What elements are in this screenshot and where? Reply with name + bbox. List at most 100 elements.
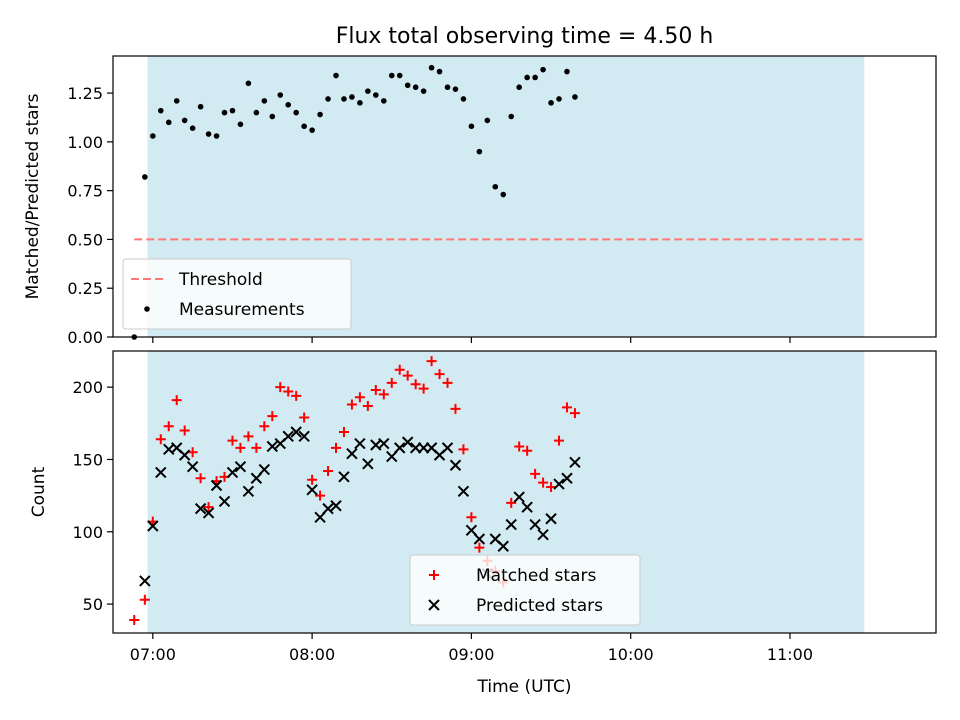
- data-point: [181, 117, 188, 124]
- data-point: [561, 402, 572, 413]
- data-point: [139, 575, 151, 587]
- data-point: [229, 107, 236, 114]
- data-point: [357, 100, 363, 106]
- data-point: [484, 117, 491, 124]
- data-point: [139, 594, 150, 605]
- data-point: [497, 540, 509, 552]
- y-tick-label: 200: [72, 378, 103, 397]
- data-point: [301, 123, 307, 130]
- data-point: [572, 94, 578, 100]
- data-point: [410, 379, 421, 390]
- data-point: [195, 473, 206, 484]
- data-point: [537, 528, 549, 541]
- data-point: [513, 491, 525, 503]
- data-series: [131, 64, 578, 340]
- data-point: [157, 107, 164, 114]
- data-series: [129, 356, 581, 625]
- data-point: [524, 74, 530, 81]
- data-point: [538, 477, 549, 488]
- data-point: [474, 542, 485, 553]
- data-point: [569, 456, 581, 469]
- data-point: [532, 74, 538, 81]
- data-point: [171, 395, 182, 406]
- data-point: [178, 449, 191, 461]
- y-tick-label: 150: [72, 450, 103, 469]
- data-point: [396, 72, 403, 79]
- data-point: [205, 131, 212, 137]
- legend-label: Threshold: [178, 270, 263, 290]
- data-point: [476, 148, 483, 155]
- legend-frame: [409, 554, 641, 626]
- data-point: [540, 66, 546, 73]
- x-tick-label: 08:00: [289, 645, 335, 664]
- data-point: [346, 447, 358, 460]
- data-point: [290, 426, 302, 438]
- data-point: [333, 72, 339, 79]
- data-point: [179, 425, 190, 436]
- data-point: [234, 460, 247, 473]
- data-point: [323, 466, 334, 477]
- data-point: [306, 484, 318, 496]
- data-point: [412, 84, 419, 91]
- data-point: [282, 430, 294, 443]
- data-point: [331, 442, 342, 453]
- data-point: [261, 98, 268, 104]
- y-tick-label: 0.25: [67, 279, 103, 298]
- data-point: [401, 436, 414, 448]
- data-point: [267, 411, 278, 422]
- data-point: [173, 98, 180, 104]
- data-point: [325, 96, 331, 102]
- data-point: [500, 191, 507, 198]
- data-point: [564, 68, 570, 75]
- data-point: [426, 356, 437, 367]
- data-point: [322, 502, 334, 515]
- data-point: [307, 474, 318, 485]
- data-point: [243, 431, 254, 442]
- data-point: [163, 421, 174, 432]
- data-point: [529, 518, 541, 531]
- y-tick-label: 1.25: [67, 84, 103, 103]
- data-point: [277, 92, 284, 98]
- data-point: [251, 442, 262, 453]
- data-point: [444, 84, 451, 91]
- y-tick-label: 0.75: [67, 182, 103, 201]
- data-point: [226, 466, 239, 479]
- data-point: [291, 390, 302, 401]
- data-point: [194, 502, 207, 515]
- x-tick-label: 11:00: [767, 645, 813, 664]
- data-point: [457, 485, 470, 497]
- data-point: [460, 96, 467, 102]
- data-point: [155, 434, 166, 445]
- data-point: [404, 82, 411, 89]
- data-point: [346, 399, 357, 410]
- data-point: [428, 64, 435, 71]
- data-point: [189, 125, 196, 132]
- data-point: [473, 533, 486, 545]
- data-point: [293, 109, 299, 116]
- data-point: [380, 98, 387, 104]
- data-point: [394, 364, 405, 375]
- data-point: [237, 121, 244, 128]
- data-point: [442, 377, 453, 388]
- data-point: [258, 463, 271, 476]
- data-point: [330, 500, 342, 512]
- data-point: [202, 507, 215, 519]
- data-point: [275, 382, 286, 393]
- data-point: [227, 435, 238, 446]
- panel-counts: 50 100 150 200 Count Matched stars Predicted s…: [29, 350, 937, 639]
- data-point: [521, 501, 533, 513]
- data-point: [420, 88, 427, 94]
- data-point: [298, 430, 310, 443]
- chart-title: Flux total observing time = 4.50 h: [336, 24, 714, 49]
- data-point: [338, 471, 350, 483]
- data-point: [553, 478, 565, 490]
- data-point: [259, 421, 270, 432]
- data-point: [315, 490, 326, 501]
- y-tick-label: 50: [83, 595, 103, 614]
- y-axis-label: Count: [29, 466, 49, 517]
- data-point: [210, 479, 223, 492]
- x-tick-label: 10:00: [608, 645, 654, 664]
- data-point: [269, 113, 276, 120]
- data-point: [378, 389, 389, 400]
- data-point: [508, 113, 515, 120]
